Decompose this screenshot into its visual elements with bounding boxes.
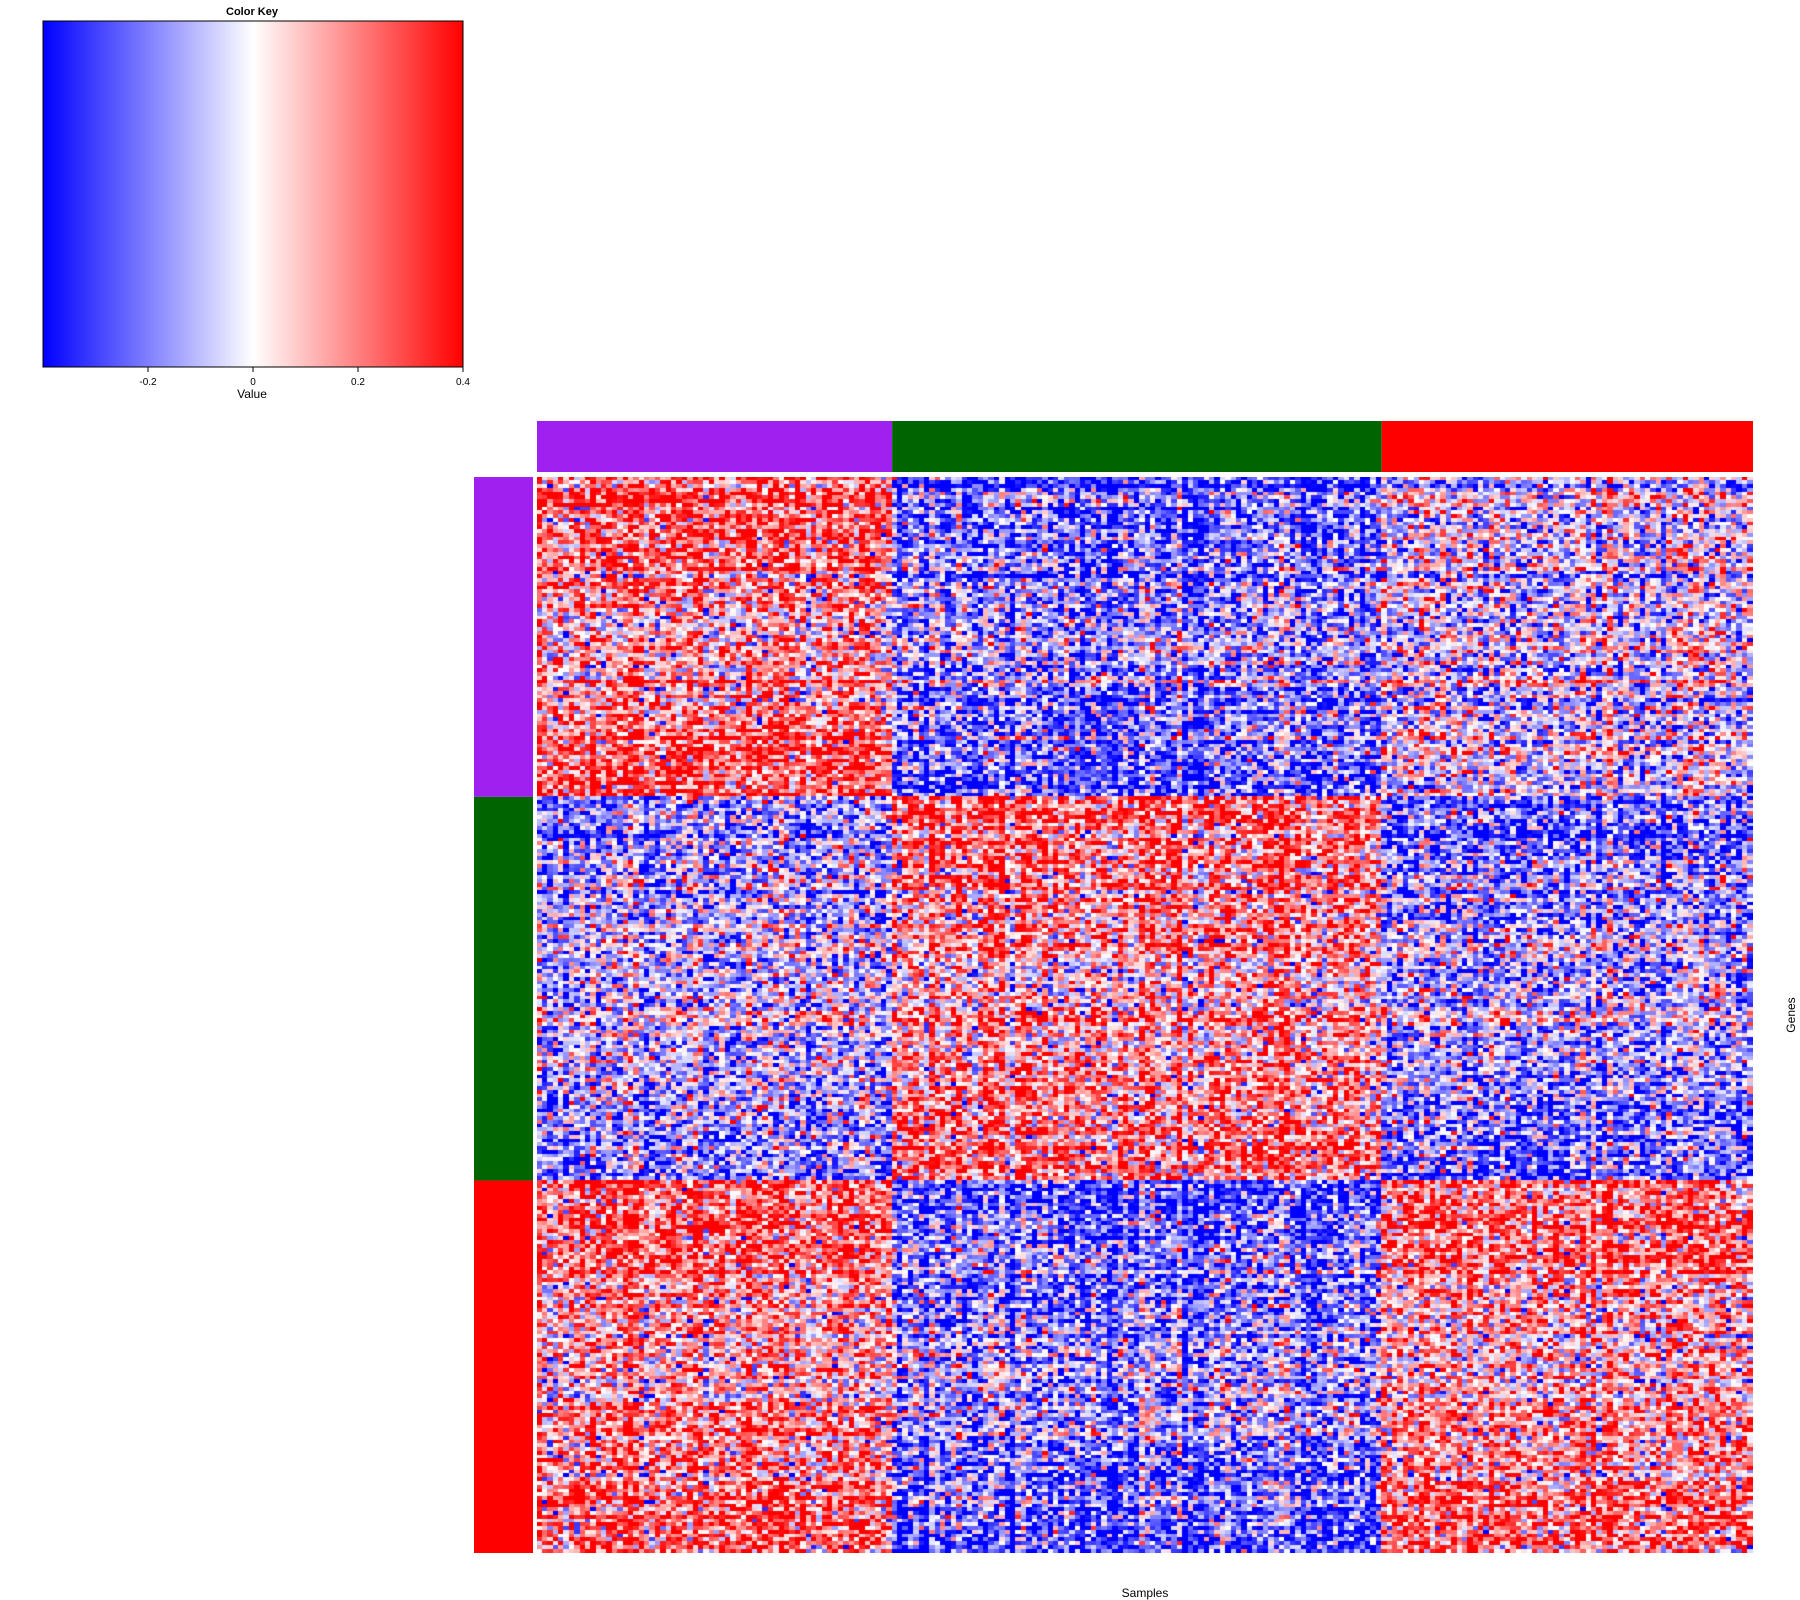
column-group-bar	[537, 421, 893, 472]
color-key-gradient	[43, 21, 463, 367]
color-key-axis: -0.2 0 0.2 0.4	[139, 367, 470, 388]
color-key-tick-label: -0.2	[139, 377, 157, 388]
row-group-bar	[474, 796, 533, 1181]
column-group-bar	[892, 421, 1382, 472]
x-axis-label: Samples	[1122, 1586, 1169, 1600]
color-key: Color Key -0.2 0 0.2 0.4 Value	[42, 6, 470, 401]
color-key-xlabel: Value	[237, 387, 267, 401]
color-key-tick-label: 0.2	[351, 377, 365, 388]
color-key-tick-label: 0	[250, 377, 256, 388]
y-axis-label: Genes	[1784, 997, 1798, 1032]
row-side-colors	[474, 477, 533, 1553]
heatmap-body	[537, 477, 1753, 1553]
column-side-colors	[537, 421, 1753, 472]
color-key-tick-label: 0.4	[456, 377, 470, 388]
column-group-bar	[1381, 421, 1753, 472]
row-group-bar	[474, 477, 533, 797]
heatmap-cells	[537, 477, 1753, 1553]
color-key-title: Color Key	[226, 6, 279, 18]
row-group-bar	[474, 1180, 533, 1553]
